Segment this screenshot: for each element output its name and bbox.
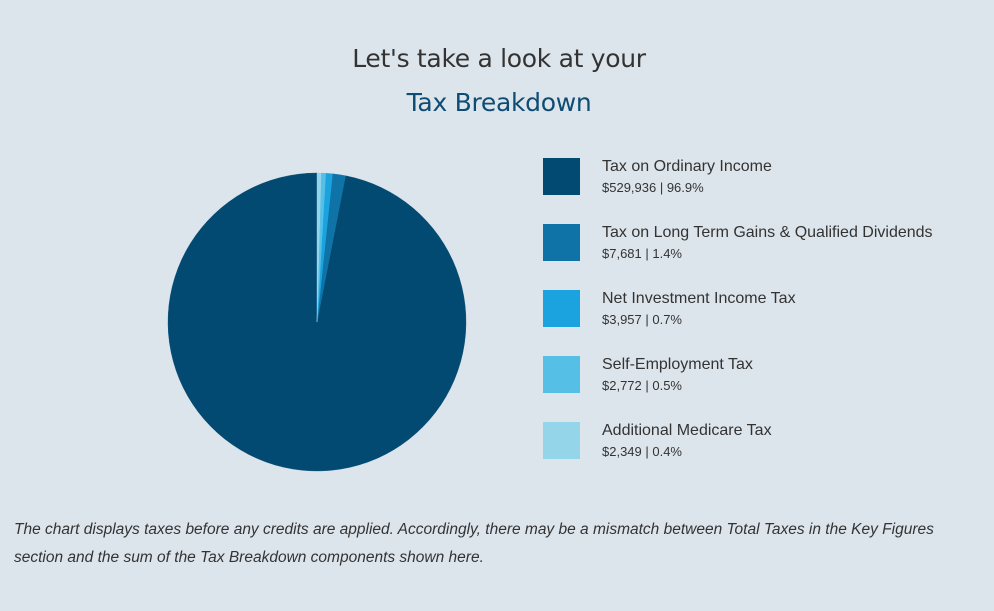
page-title: Tax Breakdown: [406, 88, 592, 117]
legend-item-additional-medicare: Additional Medicare Tax $2,349 | 0.4%: [543, 422, 983, 488]
legend-label-long-term-gains: Tax on Long Term Gains & Qualified Divid…: [602, 224, 933, 241]
legend-label-self-employment: Self-Employment Tax: [602, 356, 753, 373]
legend-swatch-additional-medicare: [543, 422, 580, 459]
tax-breakdown-pie-chart: [167, 172, 467, 472]
legend-swatch-self-employment: [543, 356, 580, 393]
legend-value-net-investment-income: $3,957 | 0.7%: [602, 312, 682, 327]
chart-legend: Tax on Ordinary Income $529,936 | 96.9% …: [543, 158, 983, 488]
chart-footnote: The chart displays taxes before any cred…: [14, 521, 934, 566]
legend-swatch-ordinary-income: [543, 158, 580, 195]
legend-value-ordinary-income: $529,936 | 96.9%: [602, 180, 704, 195]
legend-item-long-term-gains: Tax on Long Term Gains & Qualified Divid…: [543, 224, 983, 290]
legend-swatch-net-investment-income: [543, 290, 580, 327]
legend-value-self-employment: $2,772 | 0.5%: [602, 378, 682, 393]
legend-label-additional-medicare: Additional Medicare Tax: [602, 422, 772, 439]
legend-item-net-investment-income: Net Investment Income Tax $3,957 | 0.7%: [543, 290, 983, 356]
legend-label-net-investment-income: Net Investment Income Tax: [602, 290, 796, 307]
legend-value-additional-medicare: $2,349 | 0.4%: [602, 444, 682, 459]
legend-label-ordinary-income: Tax on Ordinary Income: [602, 158, 772, 175]
page-title-intro: Let's take a look at your: [352, 44, 646, 73]
legend-item-self-employment: Self-Employment Tax $2,772 | 0.5%: [543, 356, 983, 422]
legend-item-ordinary-income: Tax on Ordinary Income $529,936 | 96.9%: [543, 158, 983, 224]
pie-slice-additional-medicare: [316, 172, 322, 323]
legend-swatch-long-term-gains: [543, 224, 580, 261]
legend-value-long-term-gains: $7,681 | 1.4%: [602, 246, 682, 261]
